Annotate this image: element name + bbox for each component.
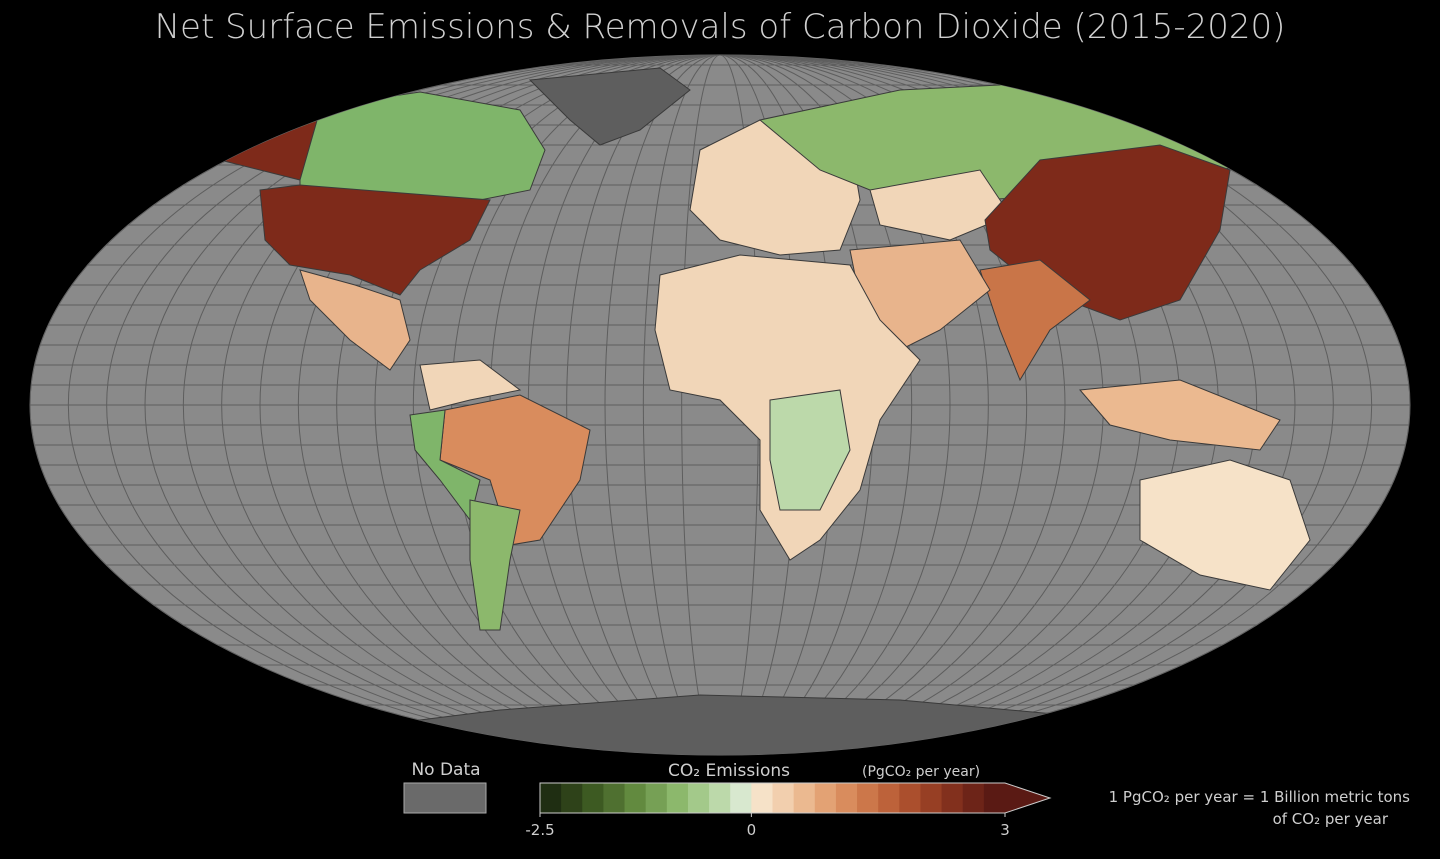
central-asia	[869, 169, 1011, 241]
no-data-label: No Data	[411, 760, 480, 780]
colorbar-segment	[540, 783, 562, 813]
title: Net Surface Emissions & Removals of Carb…	[155, 7, 1286, 47]
indonesia	[1078, 379, 1281, 451]
colorbar-segment	[962, 783, 985, 813]
colorbar-segment	[709, 783, 731, 813]
mexico	[299, 269, 411, 371]
brazil	[439, 394, 591, 546]
alaska	[98, 94, 321, 181]
legend-title: CO₂ Emissions	[668, 761, 790, 781]
colorbar-segment	[920, 783, 943, 813]
central-africa	[769, 389, 851, 511]
colorbar-segment	[793, 783, 816, 813]
colorbar-segment	[878, 783, 900, 813]
canada	[299, 91, 546, 201]
colorbar-arrow	[1005, 783, 1050, 813]
usa	[259, 184, 491, 296]
colorbar-segment	[561, 783, 583, 813]
colorbar-segment	[730, 783, 752, 813]
n-south-america	[419, 359, 522, 411]
greenland	[528, 67, 691, 146]
colorbar-segment	[751, 783, 773, 813]
argentina	[469, 499, 521, 631]
colorbar-segment	[582, 783, 604, 813]
colorbar-segment	[941, 783, 964, 813]
note-line: of CO₂ per year	[1273, 810, 1389, 828]
colorbar-segment	[603, 783, 626, 813]
colorbar-outline	[539, 782, 1052, 814]
legend-units: (PgCO₂ per year)	[862, 764, 980, 780]
peru	[409, 409, 481, 522]
no-data-swatch	[403, 782, 487, 814]
colorbar-segment	[835, 783, 858, 813]
colorbar-segment	[687, 783, 710, 813]
colorbar-segment	[666, 783, 689, 813]
colorbar-tick-label: 0	[747, 821, 757, 839]
colorbar: -2.5 0 3	[525, 782, 1052, 839]
colorbar-tick-label: 3	[1000, 821, 1010, 839]
colorbar-segment	[857, 783, 879, 813]
colorbar-segment	[772, 783, 795, 813]
colorbar-tick-label: -2.5	[525, 821, 554, 839]
colorbar-segment	[899, 783, 921, 813]
colorbar-segment	[624, 783, 647, 813]
colorbar-segment	[645, 783, 668, 813]
note-line: 1 PgCO₂ per year = 1 Billion metric tons	[1109, 788, 1411, 806]
colorbar-segment	[983, 783, 1006, 813]
india	[979, 259, 1091, 382]
colorbar-segment	[814, 783, 837, 813]
australia	[1139, 459, 1311, 591]
